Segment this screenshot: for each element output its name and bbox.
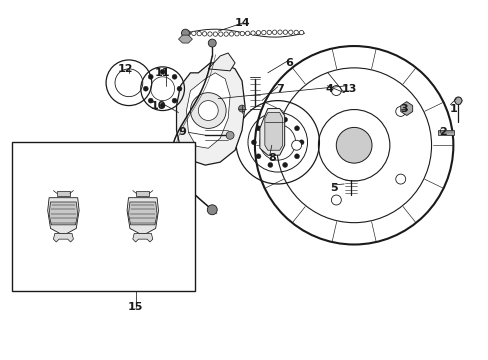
Polygon shape [128,202,157,225]
Text: 11: 11 [155,68,170,78]
Circle shape [207,32,212,36]
Circle shape [283,30,287,34]
Circle shape [251,140,256,145]
Circle shape [256,126,261,131]
Circle shape [336,127,371,163]
Circle shape [238,105,245,112]
Circle shape [454,97,461,104]
Circle shape [218,32,223,36]
Circle shape [190,93,225,129]
Text: 10: 10 [151,100,166,111]
Circle shape [202,32,206,36]
Circle shape [234,32,239,36]
Polygon shape [176,63,244,165]
Circle shape [261,30,265,35]
Circle shape [208,39,216,47]
Circle shape [299,30,303,35]
Circle shape [288,30,292,35]
Polygon shape [259,109,284,155]
Circle shape [271,136,283,148]
Text: 4: 4 [325,84,333,94]
Polygon shape [178,35,192,43]
Circle shape [191,31,196,36]
Polygon shape [48,198,79,233]
Circle shape [186,31,190,35]
Text: 5: 5 [330,183,337,193]
Bar [12,142,195,291]
Circle shape [148,74,153,79]
Polygon shape [208,53,235,71]
Circle shape [272,30,276,35]
Circle shape [245,31,249,36]
Circle shape [266,30,271,35]
Polygon shape [133,233,152,242]
Bar [57,190,70,196]
Circle shape [267,162,272,167]
Circle shape [282,162,287,167]
Text: 2: 2 [439,127,447,138]
Circle shape [240,31,244,36]
Circle shape [207,205,217,215]
Polygon shape [264,113,282,150]
Circle shape [291,140,301,150]
Circle shape [198,100,218,121]
Bar [136,190,149,196]
Circle shape [395,107,405,116]
Circle shape [294,154,299,159]
Circle shape [229,32,233,36]
Circle shape [277,30,282,34]
Circle shape [213,32,217,36]
Polygon shape [49,202,78,225]
Circle shape [148,98,153,103]
Text: 1: 1 [448,104,456,113]
Polygon shape [400,102,412,116]
Text: 14: 14 [234,18,249,28]
Circle shape [177,86,182,91]
Circle shape [331,195,341,205]
Circle shape [256,31,260,35]
Polygon shape [53,233,73,242]
Circle shape [160,103,165,108]
Circle shape [225,131,234,139]
Circle shape [172,98,177,103]
Circle shape [294,126,299,131]
Circle shape [293,30,298,35]
Circle shape [172,74,177,79]
Text: 12: 12 [118,64,133,74]
Polygon shape [127,198,158,233]
Circle shape [395,174,405,184]
Text: 13: 13 [341,84,356,94]
Text: 9: 9 [178,127,186,138]
Polygon shape [186,73,230,148]
Text: 15: 15 [128,302,143,312]
Circle shape [256,154,261,159]
Circle shape [331,86,341,95]
Text: 8: 8 [267,153,275,163]
Circle shape [250,31,255,35]
Circle shape [224,32,228,36]
Circle shape [181,29,189,37]
Text: 7: 7 [275,84,283,94]
Circle shape [282,117,287,122]
Text: 6: 6 [285,58,293,68]
Circle shape [143,86,148,91]
Text: 3: 3 [399,104,407,113]
Circle shape [299,140,304,145]
Circle shape [197,31,201,36]
Polygon shape [438,130,453,135]
Circle shape [160,69,165,74]
Circle shape [267,117,272,122]
